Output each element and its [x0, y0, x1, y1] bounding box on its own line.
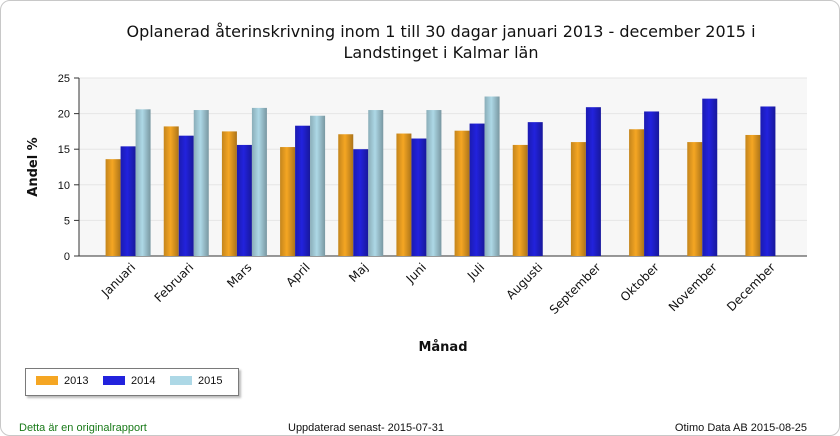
chart-title-line1: Oplanerad återinskrivning inom 1 till 30… [126, 22, 756, 41]
legend-label-2014: 2014 [131, 375, 156, 387]
bar-2013-maj [338, 134, 354, 256]
bar-2013-juli [454, 130, 470, 256]
x-tick-label: December [724, 260, 778, 314]
y-axis-label: Andel % [26, 137, 41, 196]
bar-2015-mars [251, 107, 267, 257]
bar-2013-november [687, 142, 703, 256]
y-tick-label: 5 [64, 215, 70, 227]
bar-2015-januari [135, 109, 151, 256]
y-tick-label: 15 [58, 144, 70, 156]
bar-2013-januari [105, 159, 121, 256]
chart-legend: 2013 2014 2015 [25, 368, 239, 396]
bar-2014-januari [120, 146, 136, 256]
y-tick-label: 25 [58, 73, 70, 85]
legend-label-2015: 2015 [198, 375, 223, 387]
bar-2015-april [310, 115, 326, 257]
x-tick-label: Augusti [503, 260, 545, 302]
x-tick-label: Juni [403, 260, 429, 286]
bar-2015-maj [368, 110, 384, 256]
bar-2013-oktober [629, 129, 645, 256]
bar-2014-februari [178, 135, 194, 256]
x-tick-label: Februari [152, 260, 197, 305]
bar-2014-juni [411, 138, 427, 256]
bar-2015-februari [193, 110, 209, 256]
x-tick-label: April [283, 260, 312, 289]
bar-2013-juni [396, 133, 412, 256]
x-tick-label: September [547, 260, 604, 317]
bar-2013-augusti [512, 144, 528, 256]
bar-2013-april [280, 147, 296, 256]
legend-item-2014: 2014 [103, 375, 155, 387]
legend-label-2013: 2013 [64, 375, 89, 387]
legend-swatch-2015 [170, 376, 192, 385]
original-report-note: Detta är en originalrapport [19, 422, 147, 434]
bar-2013-september [570, 142, 586, 256]
bar-2014-mars [236, 144, 252, 256]
bar-2014-november [702, 98, 718, 256]
legend-swatch-2013 [36, 376, 58, 385]
x-tick-label: November [666, 260, 720, 314]
publisher-date-text: Otimo Data AB 2015-08-25 [674, 422, 807, 434]
x-axis-label: Månad [418, 340, 467, 355]
bar-2013-mars [221, 131, 237, 256]
bar-2015-juni [426, 110, 442, 256]
x-tick-label: Juli [464, 260, 487, 283]
bar-2015-juli [484, 96, 500, 257]
legend-item-2013: 2013 [36, 375, 88, 387]
x-tick-label: Mars [224, 260, 254, 290]
y-tick-label: 10 [58, 180, 70, 192]
bar-2014-juli [469, 123, 485, 257]
last-updated-text: Uppdaterad senast- 2015-07-31 [288, 422, 444, 434]
x-tick-label: Oktober [618, 260, 662, 304]
bar-2014-december [760, 106, 776, 256]
legend-item-2015: 2015 [170, 375, 222, 387]
bar-2014-augusti [527, 122, 543, 256]
bar-2014-oktober [644, 111, 660, 257]
x-tick-label: Maj [346, 260, 371, 285]
bar-2014-september [585, 107, 601, 256]
x-tick-label: Januari [98, 260, 138, 300]
y-tick-label: 0 [64, 251, 70, 263]
bar-2014-april [295, 125, 311, 256]
chart-title-line2: Landstinget i Kalmar län [343, 43, 539, 62]
bar-2013-februari [163, 126, 179, 256]
bar-2014-maj [353, 149, 369, 256]
legend-swatch-2014 [103, 376, 125, 385]
y-tick-label: 20 [58, 109, 70, 121]
bar-2013-december [745, 134, 761, 256]
